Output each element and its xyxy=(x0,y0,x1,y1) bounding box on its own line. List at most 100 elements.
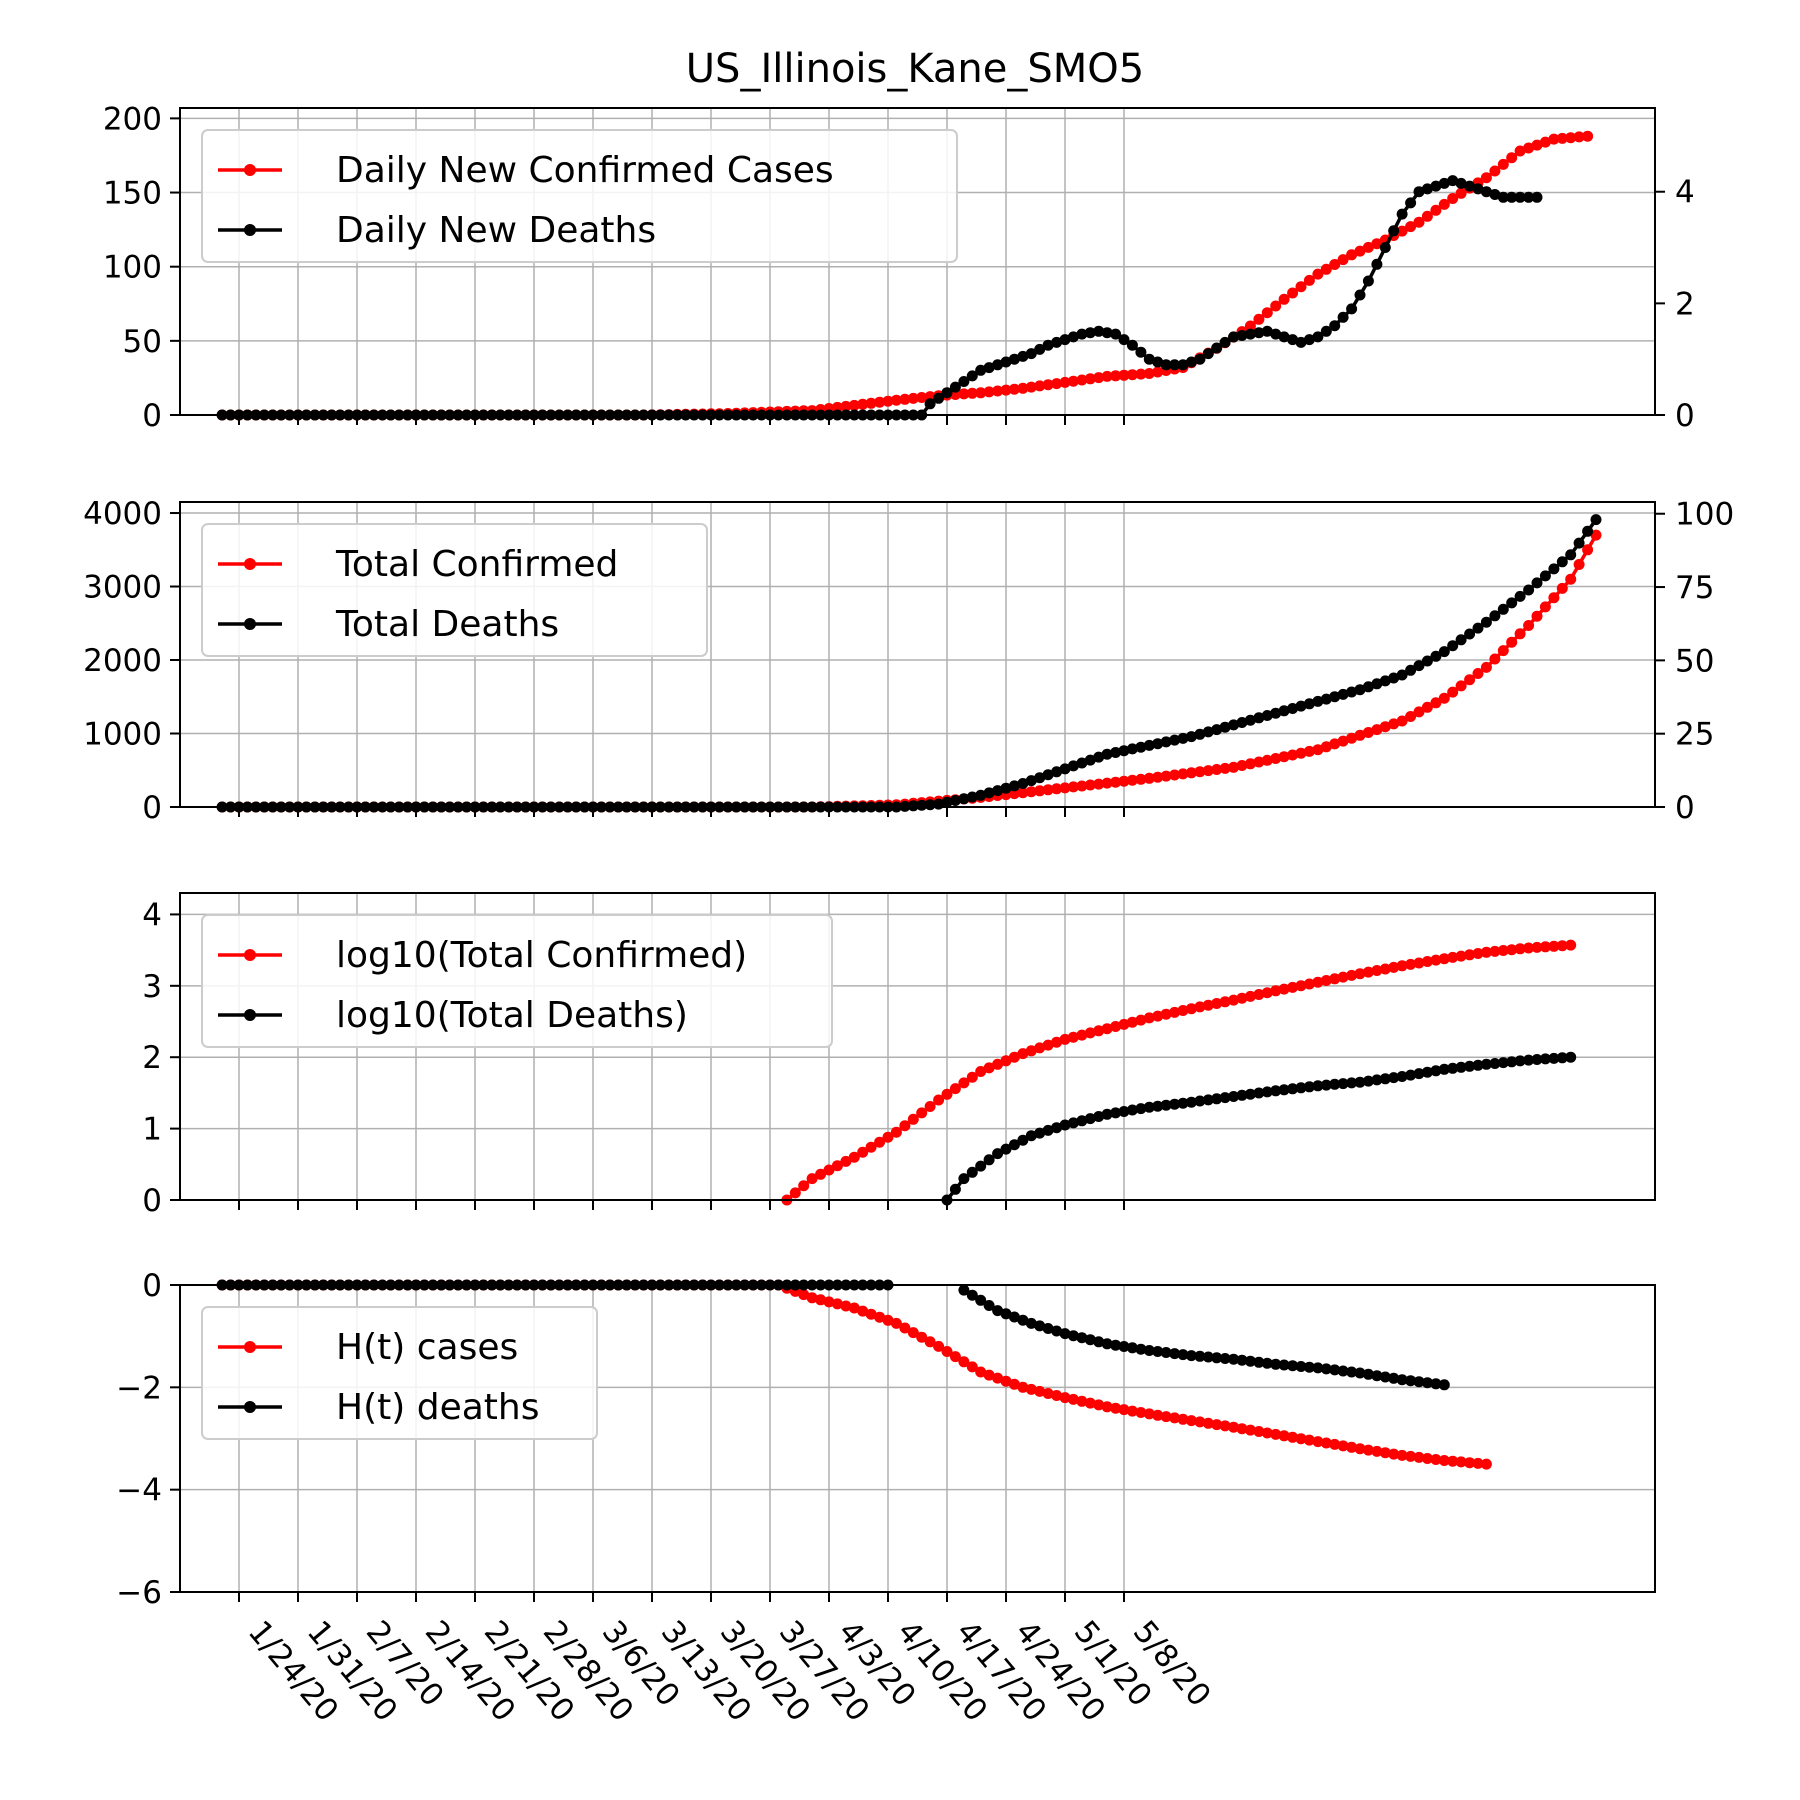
data-point xyxy=(949,1083,961,1095)
data-point xyxy=(1455,187,1467,199)
data-point xyxy=(1034,1320,1046,1332)
legend-box xyxy=(201,129,958,263)
data-point xyxy=(1362,681,1374,693)
data-point xyxy=(1430,1454,1442,1465)
data-point xyxy=(1464,949,1476,961)
y-right-tick-label: 25 xyxy=(1675,717,1714,753)
data-point xyxy=(1396,960,1408,972)
y-tick-label: 2 xyxy=(142,1040,162,1076)
data-point xyxy=(1548,940,1560,952)
data-point xyxy=(1430,180,1442,192)
legend-label: Daily New Confirmed Cases xyxy=(336,150,834,191)
data-point xyxy=(1051,766,1063,778)
data-point xyxy=(1059,334,1071,346)
data-point xyxy=(848,1302,860,1314)
data-point xyxy=(1034,1042,1046,1054)
legend-label: H(t) deaths xyxy=(336,1387,539,1428)
data-point xyxy=(1034,785,1046,797)
data-point xyxy=(1388,718,1400,730)
data-point xyxy=(1497,645,1509,657)
data-point xyxy=(1320,741,1332,753)
data-point xyxy=(1110,370,1122,382)
y-right-tick-label: 2 xyxy=(1675,286,1695,322)
data-point xyxy=(1270,753,1282,764)
data-point xyxy=(1506,1056,1518,1068)
data-point xyxy=(1329,1364,1341,1376)
data-point xyxy=(1101,777,1113,789)
data-point xyxy=(1421,1377,1433,1389)
data-point xyxy=(1582,130,1594,142)
data-point xyxy=(1320,1363,1332,1375)
data-point xyxy=(1261,1427,1273,1439)
data-point xyxy=(1472,1059,1484,1071)
legend: Daily New Confirmed Cases Daily New Death… xyxy=(201,129,958,263)
data-point xyxy=(1379,675,1391,687)
legend-label: H(t) cases xyxy=(336,1327,518,1368)
data-point xyxy=(1253,712,1265,724)
data-point xyxy=(1556,582,1568,594)
data-point xyxy=(1228,331,1240,343)
y-tick-label: 0 xyxy=(142,1183,162,1219)
data-point xyxy=(1447,175,1459,187)
data-point xyxy=(1337,971,1349,983)
data-point xyxy=(1270,1085,1282,1097)
data-point xyxy=(865,1308,877,1320)
data-point xyxy=(1211,724,1223,736)
data-point xyxy=(1228,1353,1240,1365)
data-point xyxy=(1228,719,1240,731)
data-point xyxy=(992,385,1004,397)
data-point xyxy=(1219,1353,1231,1364)
data-point xyxy=(907,800,919,812)
data-point xyxy=(1143,1012,1155,1024)
data-point xyxy=(1497,158,1509,170)
data-point xyxy=(1118,1341,1130,1352)
data-point xyxy=(1480,186,1492,198)
data-point xyxy=(1017,1381,1029,1393)
data-point xyxy=(840,1155,852,1167)
data-point xyxy=(1160,1099,1172,1111)
y-right-tick-label: 4 xyxy=(1675,175,1695,211)
data-point xyxy=(1270,328,1282,340)
data-point xyxy=(1059,763,1071,775)
data-point xyxy=(1110,1021,1122,1032)
data-point xyxy=(1118,775,1130,787)
data-point xyxy=(1244,1424,1256,1436)
data-point xyxy=(1295,1361,1307,1372)
data-point xyxy=(1506,191,1518,203)
data-point xyxy=(1177,1349,1189,1361)
data-point xyxy=(1177,768,1189,780)
data-point xyxy=(1008,788,1020,800)
data-point xyxy=(1067,1330,1079,1342)
data-point xyxy=(1076,780,1088,792)
data-point xyxy=(1042,379,1054,391)
data-point xyxy=(1464,674,1476,686)
data-point xyxy=(1329,1438,1341,1450)
data-point xyxy=(958,1356,970,1368)
data-point xyxy=(1219,721,1231,733)
data-point xyxy=(1362,1444,1374,1456)
data-point xyxy=(1413,186,1425,198)
data-point xyxy=(1118,334,1130,346)
data-point xyxy=(1362,966,1374,978)
y-tick-label: 200 xyxy=(103,101,162,137)
y-tick-label: −2 xyxy=(116,1370,162,1406)
data-point xyxy=(831,1298,843,1310)
data-point xyxy=(949,795,961,806)
data-point xyxy=(815,1294,827,1306)
data-point xyxy=(1211,998,1223,1009)
data-point xyxy=(1371,238,1383,250)
data-point xyxy=(1556,1052,1568,1064)
data-point xyxy=(1531,577,1543,589)
data-point xyxy=(1118,1106,1130,1117)
data-point xyxy=(1438,1455,1450,1466)
data-point xyxy=(1362,275,1374,287)
data-point xyxy=(1346,732,1358,744)
data-point xyxy=(1000,356,1012,368)
data-point xyxy=(1270,985,1282,997)
data-point xyxy=(1329,259,1341,270)
data-point xyxy=(1379,242,1391,253)
panel-4: −6 −4 −2 0 H(t) cases H(t) deaths xyxy=(116,1268,1656,1611)
data-point xyxy=(1084,327,1096,339)
data-point xyxy=(1160,770,1172,782)
data-point xyxy=(1438,1379,1450,1391)
